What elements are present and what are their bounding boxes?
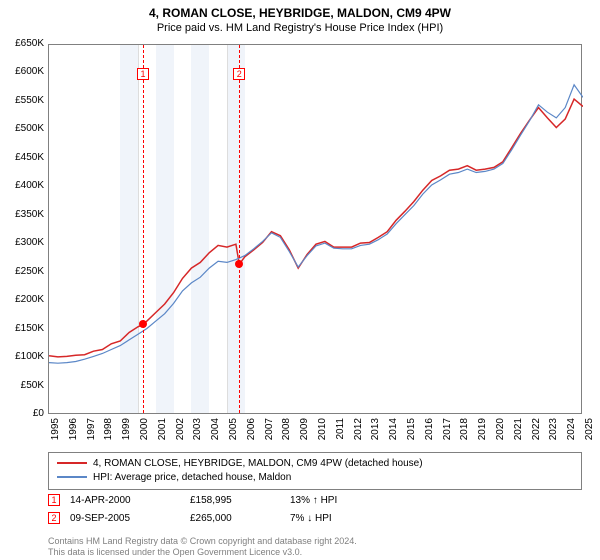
chart-title: 4, ROMAN CLOSE, HEYBRIDGE, MALDON, CM9 4… [0,0,600,20]
chart-legend: 4, ROMAN CLOSE, HEYBRIDGE, MALDON, CM9 4… [48,452,582,490]
legend-swatch-property [57,462,87,464]
event-marker-2: 2 [48,512,60,524]
event-date-2: 09-SEP-2005 [70,513,190,524]
event-delta-1: 13% ↑ HPI [290,495,337,506]
license-text: Contains HM Land Registry data © Crown c… [48,536,357,558]
chart-subtitle: Price paid vs. HM Land Registry's House … [0,20,600,38]
legend-item-hpi: HPI: Average price, detached house, Mald… [57,471,573,485]
legend-label-property: 4, ROMAN CLOSE, HEYBRIDGE, MALDON, CM9 4… [93,458,423,469]
event-date-1: 14-APR-2000 [70,495,190,506]
event-row-1: 1 14-APR-2000 £158,995 13% ↑ HPI [48,494,337,506]
line-chart: 12 [48,44,582,414]
license-line-2: This data is licensed under the Open Gov… [48,547,357,558]
chart-svg [49,45,583,415]
legend-swatch-hpi [57,476,87,478]
event-delta-2: 7% ↓ HPI [290,513,332,524]
legend-label-hpi: HPI: Average price, detached house, Mald… [93,472,291,483]
event-price-1: £158,995 [190,495,290,506]
event-marker-1: 1 [48,494,60,506]
legend-item-property: 4, ROMAN CLOSE, HEYBRIDGE, MALDON, CM9 4… [57,457,573,471]
event-row-2: 2 09-SEP-2005 £265,000 7% ↓ HPI [48,512,332,524]
event-price-2: £265,000 [190,513,290,524]
license-line-1: Contains HM Land Registry data © Crown c… [48,536,357,547]
